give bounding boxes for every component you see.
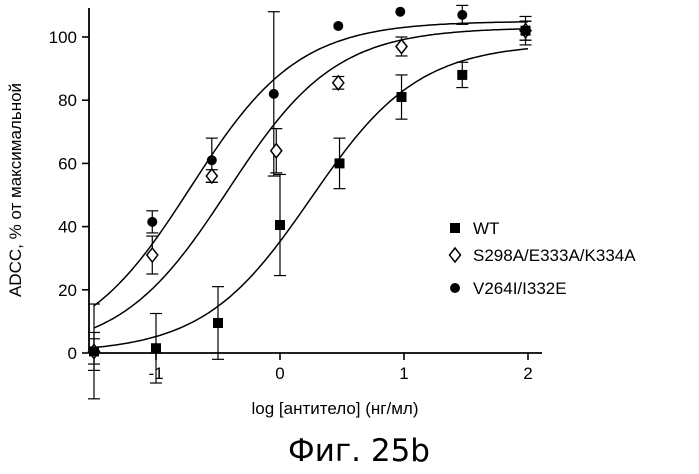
circle-marker [395,7,405,17]
square-marker [151,343,161,353]
circle-marker [333,21,343,31]
y-tick-label: 40 [58,218,77,237]
square-marker [335,158,345,168]
y-tick-label: 60 [58,154,77,173]
square-marker [397,92,407,102]
circle-marker [89,346,99,356]
legend-label: S298A/E333A/K334A [473,246,636,265]
x-tick-label: 0 [275,364,284,383]
legend-label: V264I/I332E [473,279,567,298]
square-marker [275,220,285,230]
square-marker [457,70,467,80]
diamond-marker [333,76,344,90]
square-marker [450,223,460,233]
ticks: 0 20 40 60 80 100 -1 0 1 2 [49,28,533,383]
circle-marker [450,283,460,293]
fit-curve [94,22,528,306]
circle-marker [147,217,157,227]
circle-marker [521,26,531,36]
legend-label: WT [473,219,499,238]
axes [89,8,542,353]
y-tick-label: 0 [68,344,77,363]
error-bars [88,5,532,398]
y-tick-label: 80 [58,91,77,110]
diamond-marker [206,169,217,183]
y-tick-label: 20 [58,281,77,300]
y-axis-title: ADCC, % от максимальной [6,83,25,297]
fit-curve [94,49,528,348]
legend: WT S298A/E333A/K334A V264I/I332E [450,219,637,298]
x-tick-label: 1 [399,364,408,383]
circle-marker [457,10,467,20]
circle-marker [269,89,279,99]
y-tick-label: 100 [49,28,77,47]
x-tick-label: 2 [523,364,532,383]
diamond-marker [450,248,461,262]
figure-caption: Фиг. 25b [288,433,430,469]
x-axis-title: log [антитело] (нг/мл) [252,399,419,418]
x-tick-label: -1 [148,364,163,383]
circle-marker [207,155,217,165]
diamond-marker [271,144,282,158]
square-marker [213,318,223,328]
